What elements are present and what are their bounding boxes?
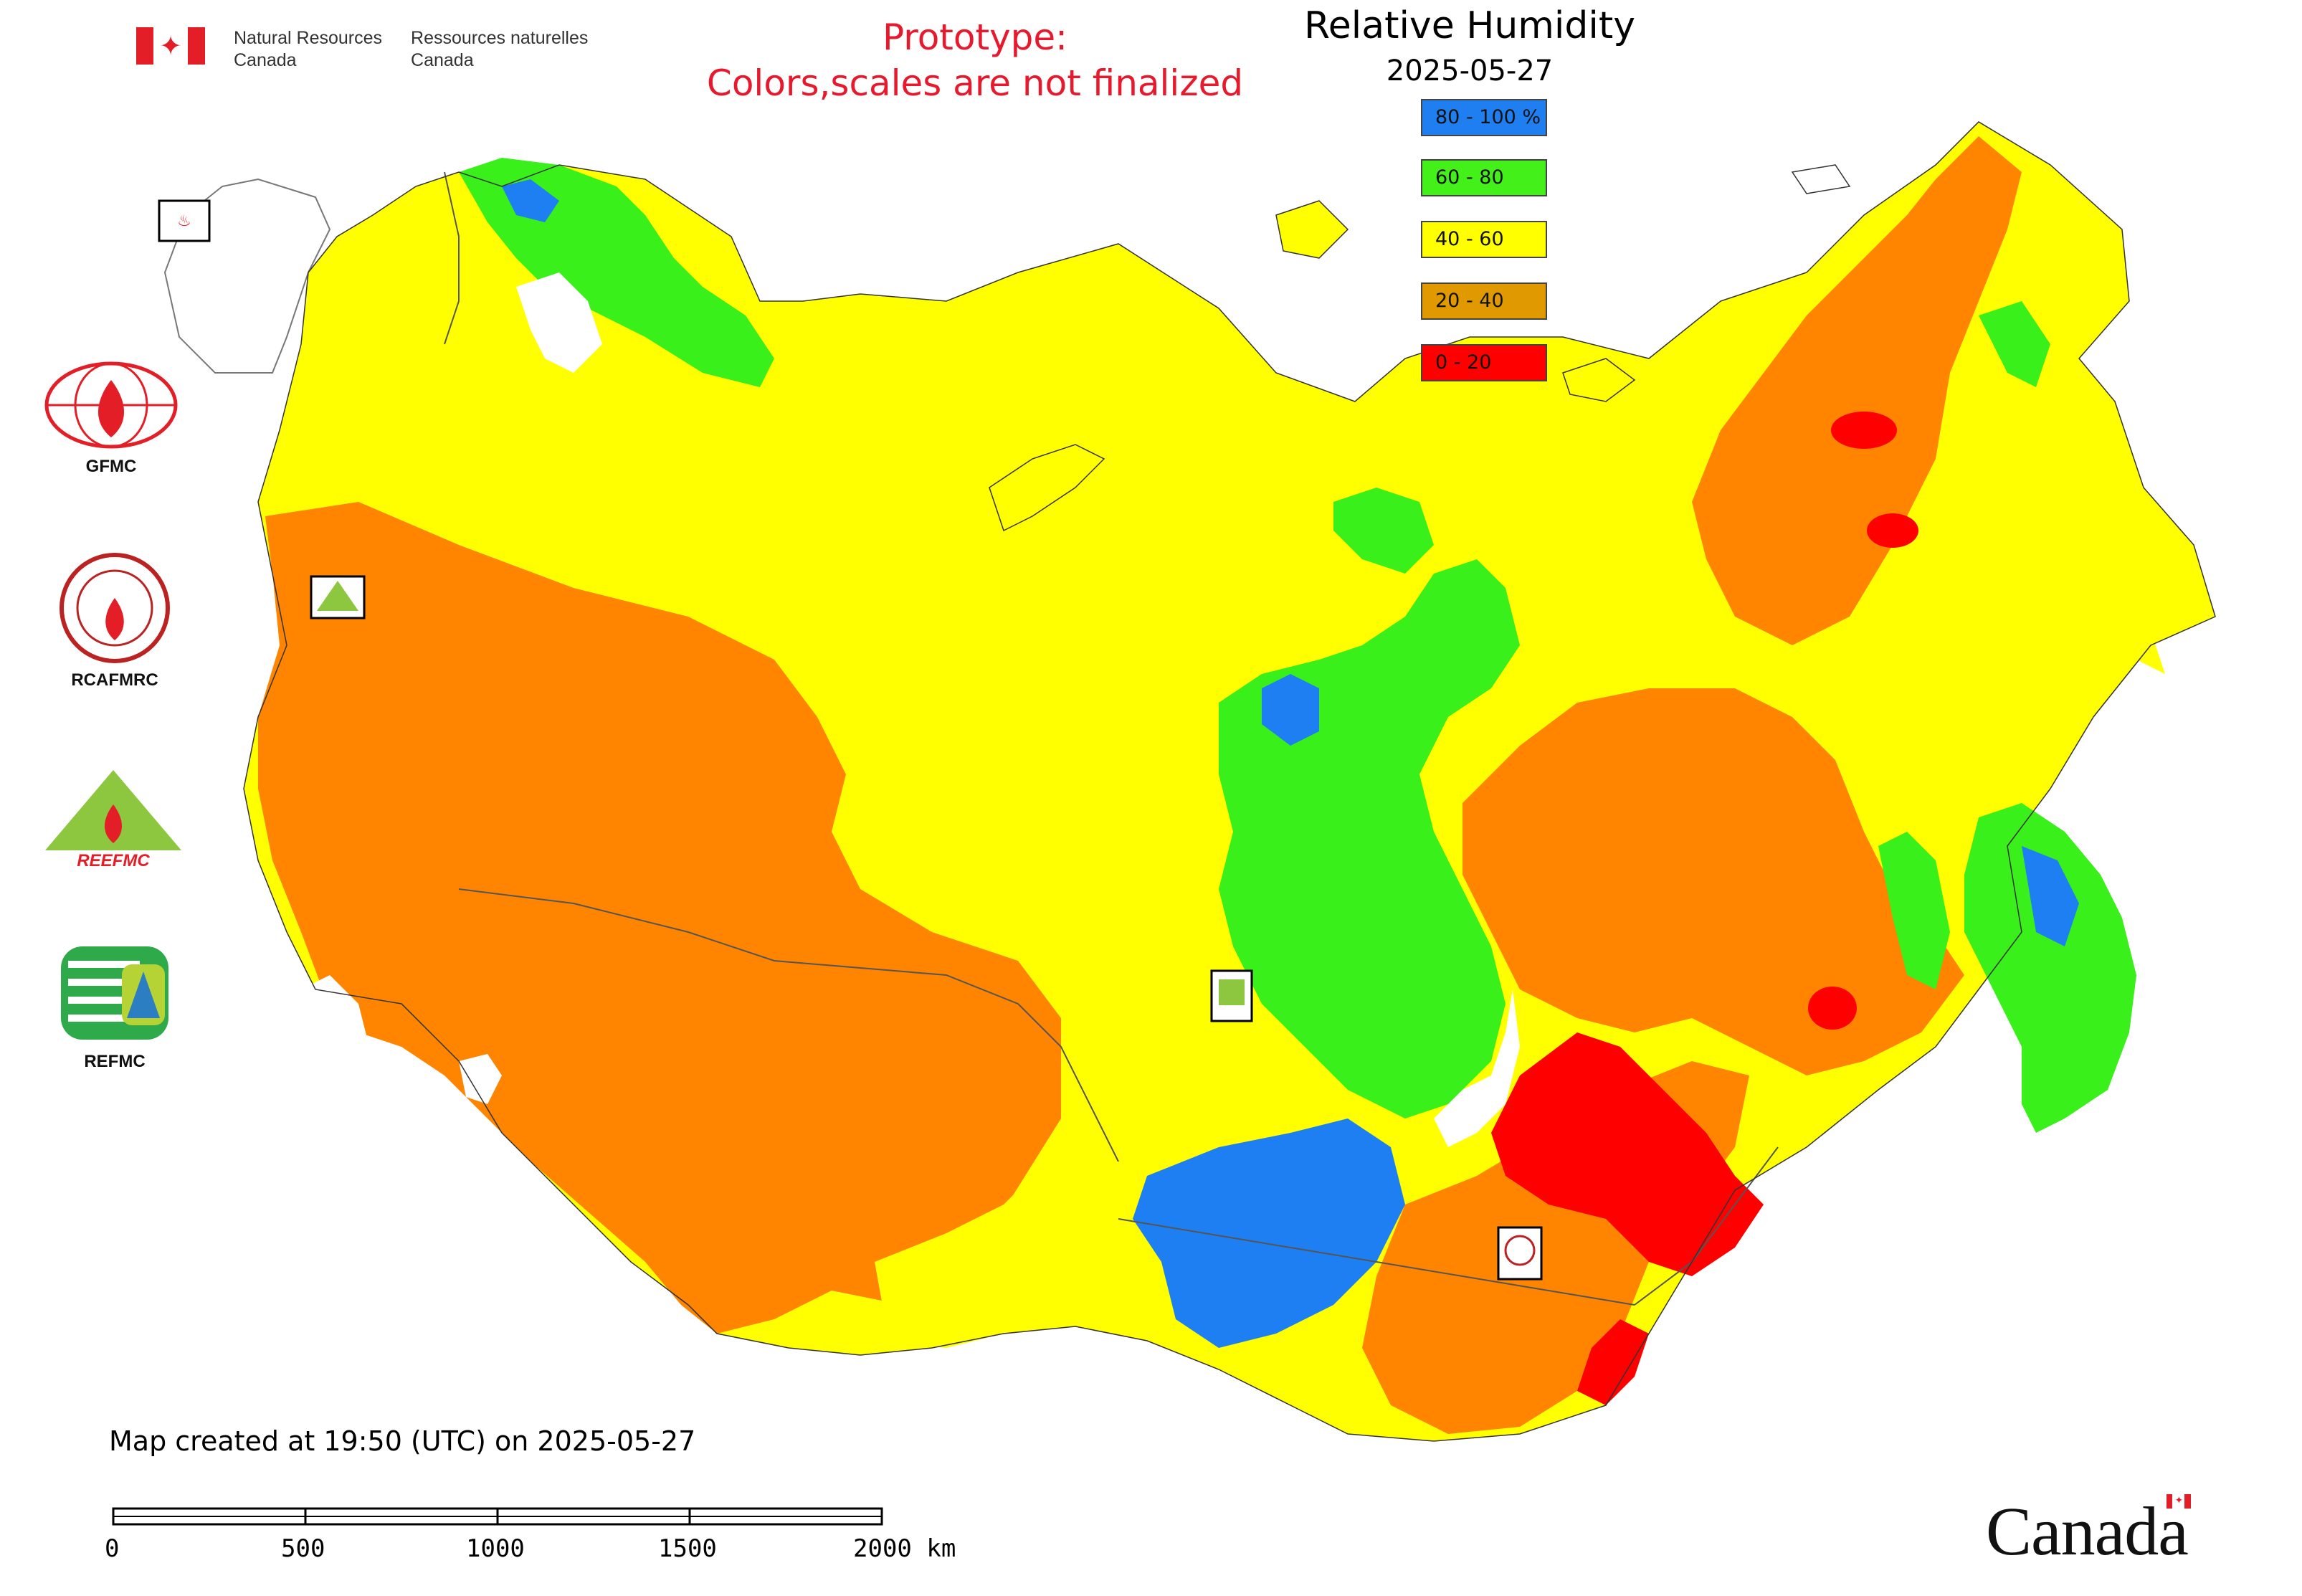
refmc-logo: REFMC bbox=[43, 939, 186, 1072]
refmc-label: REFMC bbox=[84, 1052, 146, 1071]
border-china bbox=[1634, 1146, 1779, 1306]
map-marker-gfmc: ♨ bbox=[158, 199, 211, 242]
scale-label-1000: 1000 bbox=[466, 1534, 525, 1563]
novaya-zemlya bbox=[989, 444, 1105, 532]
coastline bbox=[243, 121, 2216, 1442]
region-green-sakhalin bbox=[1878, 832, 1950, 989]
map-marker-refmc bbox=[1210, 969, 1253, 1022]
scale-label-0: 0 bbox=[105, 1534, 120, 1563]
canada-flag-icon: ✦ bbox=[136, 27, 205, 65]
reefmc-logo: REEFMC bbox=[34, 764, 192, 897]
region-orange-east-siberia bbox=[1462, 688, 1964, 1075]
region-red-yakutia-2 bbox=[1867, 513, 1918, 548]
map-marker-reefmc bbox=[310, 575, 366, 619]
map-created-timestamp: Map created at 19:50 (UTC) on 2025-05-27 bbox=[109, 1425, 696, 1457]
gfmc-globe-icon bbox=[44, 361, 178, 449]
region-orange-kazakhstan bbox=[430, 860, 1040, 1319]
region-red-northeast-china bbox=[1577, 1319, 1649, 1405]
region-blue-krasnoyarsk bbox=[1262, 674, 1319, 746]
scale-label-2000km: 2000 km bbox=[853, 1534, 956, 1563]
prototype-line-1: Prototype: bbox=[882, 16, 1068, 58]
prototype-notice: Prototype: Colors,scales are not finaliz… bbox=[631, 14, 1319, 106]
region-blue-kola bbox=[502, 179, 559, 222]
legend-item-40-60: 40 - 60 bbox=[1421, 221, 1547, 258]
scale-label-1500: 1500 bbox=[658, 1534, 717, 1563]
legend-item-20-40: 20 - 40 bbox=[1421, 282, 1547, 320]
border-kazakhstan bbox=[458, 888, 1119, 1162]
aral-sea bbox=[459, 1054, 502, 1104]
lake-baikal bbox=[1434, 989, 1520, 1147]
rcafmrc-seal-icon bbox=[60, 553, 170, 663]
legend-item-80-100: 80 - 100 % bbox=[1421, 99, 1547, 136]
wrangel-island bbox=[1791, 164, 1851, 194]
agency-name-en: Natural Resources Canada bbox=[234, 28, 383, 70]
legend-item-60-80: 60 - 80 bbox=[1421, 159, 1547, 196]
region-green-primorye bbox=[1993, 330, 2165, 674]
map-title: Relative Humidity bbox=[1303, 4, 1635, 47]
gfmc-logo: GFMC bbox=[36, 358, 186, 477]
region-yellow-central-asia bbox=[875, 1162, 1054, 1348]
scale-label-500: 500 bbox=[281, 1534, 325, 1563]
rcafmrc-logo: RCAFMRC bbox=[43, 551, 186, 690]
legend-item-0-20: 0 - 20 bbox=[1421, 344, 1547, 381]
region-blue-kamchatka bbox=[2022, 846, 2079, 946]
border-finland bbox=[444, 171, 460, 345]
svg-text:♨: ♨ bbox=[177, 212, 191, 230]
novosibirsk-islands bbox=[1562, 358, 1636, 402]
region-red-chita bbox=[1808, 987, 1857, 1030]
canada-wordmark-text: Canada bbox=[1986, 1493, 2189, 1569]
map-marker-rcafmrc bbox=[1497, 1226, 1543, 1281]
region-red-yakutia-1 bbox=[1831, 412, 1897, 449]
region-blue-sayan bbox=[1133, 1118, 1405, 1348]
region-orange-far-east bbox=[1692, 136, 2022, 645]
region-green-taymyr bbox=[1333, 488, 1434, 574]
severnaya-zemlya bbox=[1275, 200, 1349, 259]
nrcan-signature: ✦ Natural Resources Canada Ressources na… bbox=[136, 27, 588, 72]
gfmc-label: GFMC bbox=[85, 457, 137, 476]
agency-name-fr: Ressources naturelles Canada bbox=[411, 28, 589, 70]
refmc-sigma-icon bbox=[61, 946, 168, 1040]
reefmc-label: REEFMC bbox=[77, 851, 150, 870]
rcafmrc-label: RCAFMRC bbox=[71, 670, 158, 690]
region-red-transbaikal bbox=[1491, 1032, 1764, 1276]
map-date: 2025-05-27 bbox=[1386, 54, 1554, 87]
canada-wordmark: Canada ✦ bbox=[1986, 1491, 2191, 1571]
prototype-line-2: Colors,scales are not finalized bbox=[706, 62, 1244, 104]
reefmc-triangle-icon bbox=[45, 770, 181, 850]
region-green-kamchatka bbox=[1964, 803, 2136, 1133]
wordmark-flag-icon: ✦ bbox=[2166, 1494, 2191, 1509]
white-sea bbox=[516, 272, 602, 373]
caspian-sea bbox=[301, 975, 373, 1147]
border-mongolia bbox=[1118, 1218, 1635, 1306]
region-green-kamchatka-tip bbox=[1979, 301, 2050, 387]
scale-bar bbox=[112, 1507, 883, 1526]
